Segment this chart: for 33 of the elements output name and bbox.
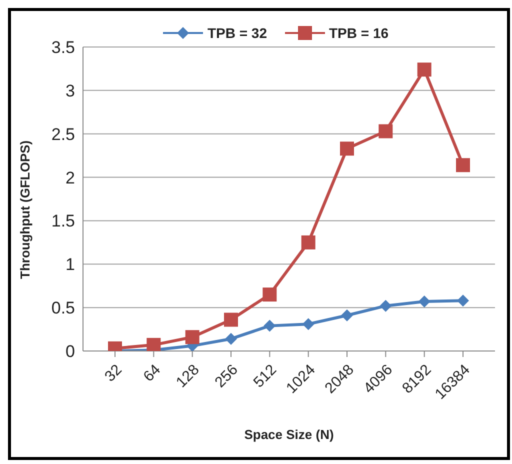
x-tick-label: 256 bbox=[212, 361, 242, 392]
point bbox=[302, 318, 314, 330]
y-tick-label: 2 bbox=[66, 168, 75, 188]
point bbox=[225, 332, 237, 345]
x-tick-label: 32 bbox=[102, 361, 126, 386]
point bbox=[340, 142, 354, 156]
x-tick-label: 64 bbox=[140, 361, 164, 386]
y-tick-label: 0 bbox=[66, 342, 75, 362]
y-tick-label: 2.5 bbox=[51, 124, 75, 144]
y-tick-label: 1.5 bbox=[51, 212, 75, 231]
point bbox=[418, 295, 430, 308]
x-tick-label: 512 bbox=[250, 361, 280, 392]
y-tick-label: 1 bbox=[66, 255, 75, 274]
point bbox=[224, 312, 238, 327]
point bbox=[301, 235, 316, 250]
point bbox=[417, 62, 432, 77]
point bbox=[262, 288, 277, 302]
x-axis-title: Space Size (N) bbox=[244, 427, 334, 442]
y-tick-label: 3.5 bbox=[51, 38, 75, 58]
point bbox=[380, 300, 392, 312]
point bbox=[456, 158, 470, 172]
y-tick-label: 0.5 bbox=[51, 298, 75, 318]
point bbox=[264, 320, 276, 332]
point bbox=[378, 124, 393, 138]
y-tick-label: 3 bbox=[66, 81, 75, 100]
x-tick-label: 128 bbox=[172, 361, 203, 392]
y-axis-title: Throughput (GFLOPS) bbox=[18, 140, 33, 279]
point bbox=[341, 309, 353, 322]
legend-label: TPB = 32 bbox=[207, 25, 267, 41]
point bbox=[457, 294, 469, 307]
legend-label: TPB = 16 bbox=[329, 25, 389, 41]
point bbox=[146, 338, 161, 351]
point bbox=[185, 330, 200, 344]
